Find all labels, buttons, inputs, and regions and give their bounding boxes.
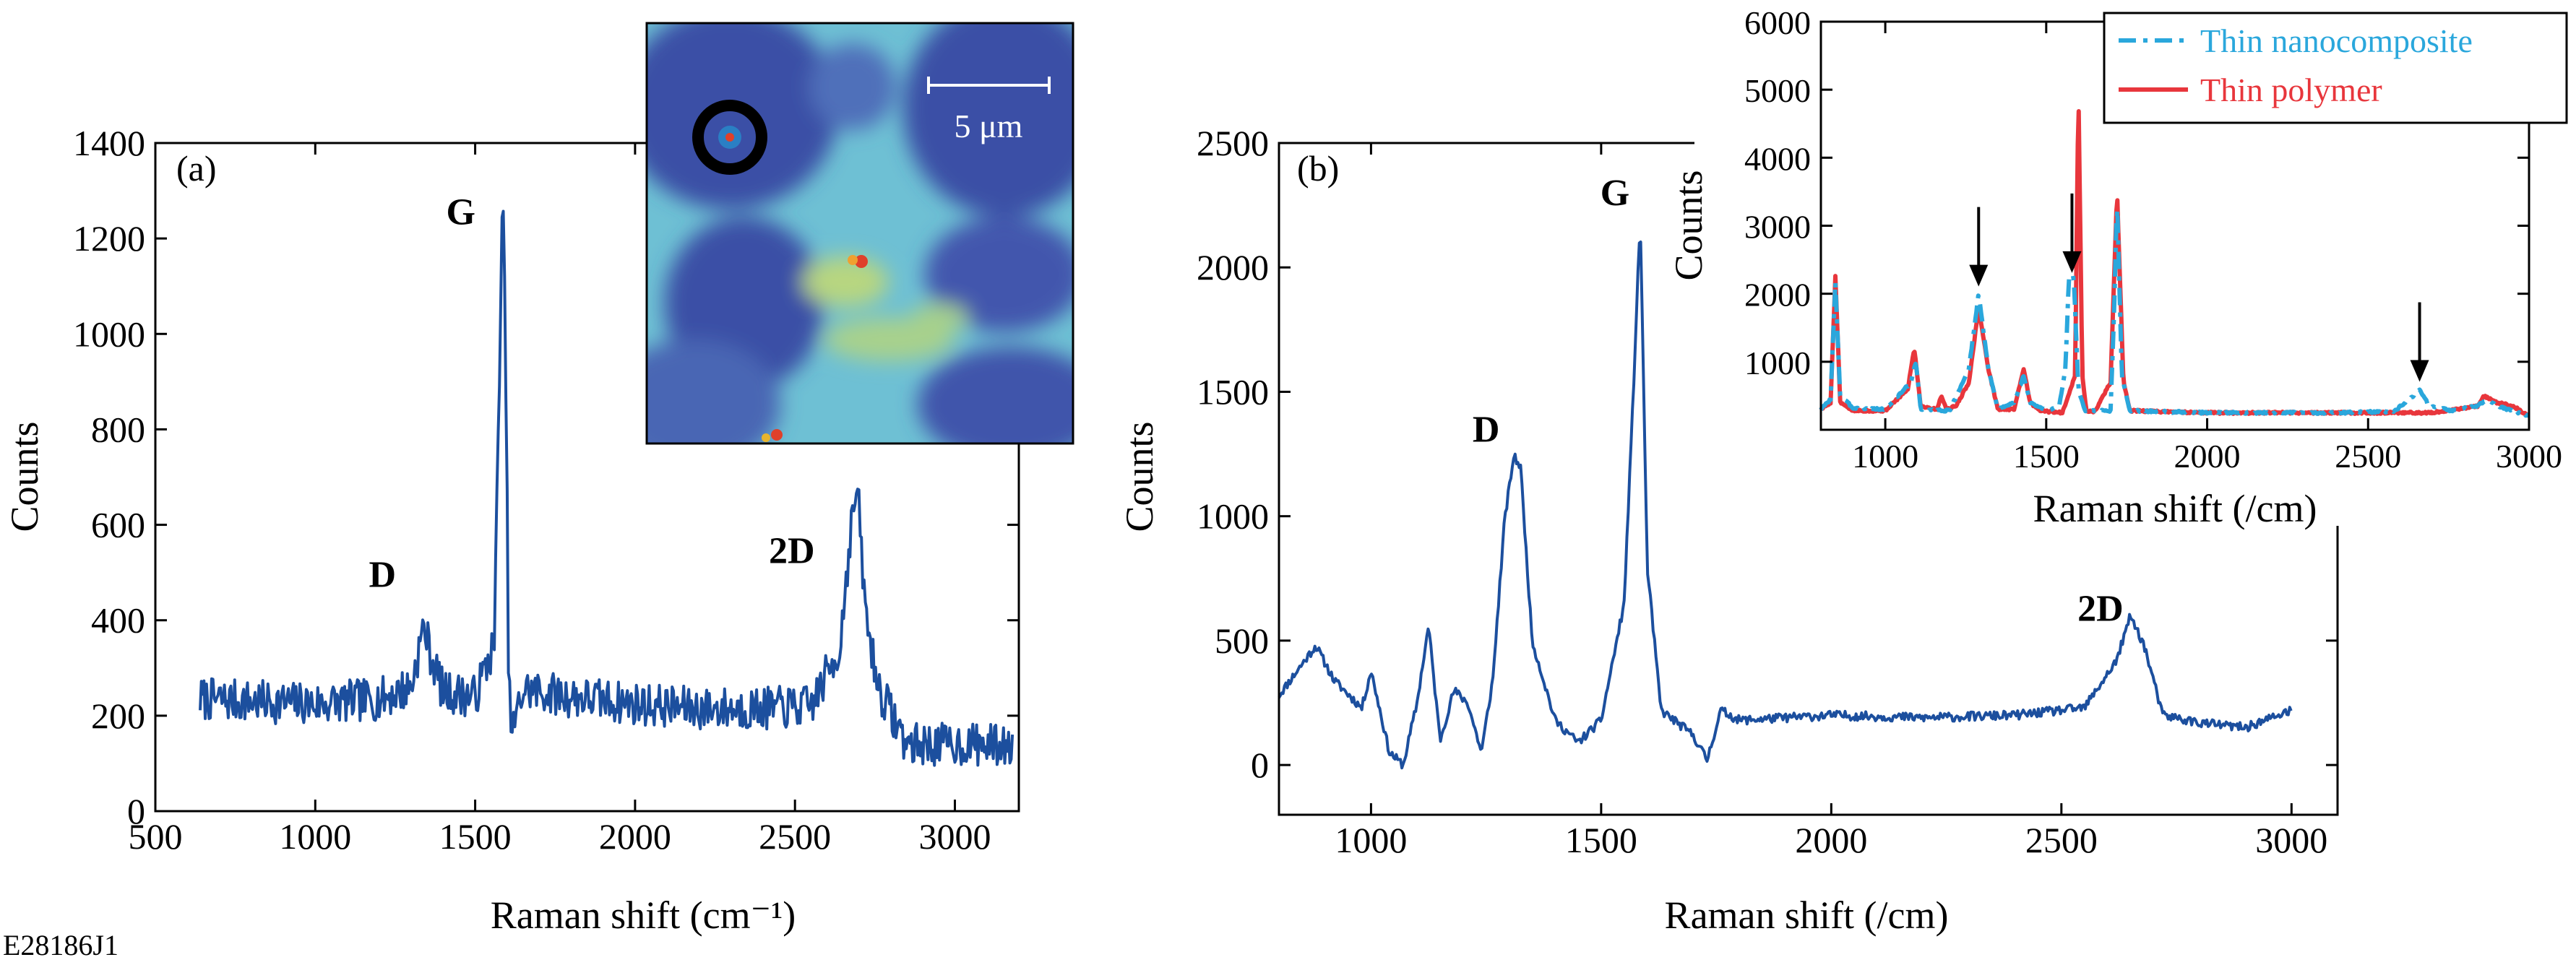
panel-a-ytick-label: 1000 [73,313,145,354]
panel-b-ylabel: Counts [1118,421,1161,532]
panel-a-ticks: 500 1000 1500 2000 2500 3000 0 200 400 600 800 1000… [73,123,1019,857]
inset-ylabel: Counts [1667,170,1710,280]
inset-ytick-label: 4000 [1744,140,1811,177]
inset-xtick-label: 2000 [2174,438,2241,475]
inset-arrows [1969,193,2429,382]
panel-b-xtick-label: 2500 [2025,820,2098,860]
panel-b-peak-label-g: G [1601,173,1629,214]
inset-ytick-label: 3000 [1744,209,1811,246]
panel-b-label: (b) [1297,148,1339,189]
panel-a-xtick-label: 500 [129,816,183,857]
panel-a-ytick-label: 1400 [73,123,145,163]
panel-b-xtick-label: 3000 [2255,820,2327,860]
legend: Thin nanocomposite Thin polymer [2103,12,2568,124]
panel-a-xtick-label: 2500 [759,816,831,857]
panel-b-xlabel: Raman shift (/cm) [1665,893,1949,937]
panel-b-xtick-label: 1000 [1335,820,1407,860]
panel-b-xtick-label: 1500 [1565,820,1637,860]
panel-b-ytick-label: 2000 [1197,247,1269,287]
inset-ytick-label: 5000 [1744,72,1811,109]
inset-xlabel: Raman shift (/cm) [2033,487,2317,530]
panel-a-chart: 500 1000 1500 2000 2500 3000 0 200 400 600 800 1000… [3,22,1074,937]
panel-b-ytick-label: 0 [1251,745,1269,785]
panel-a-xtick-label: 2000 [599,816,671,857]
panel-b-inset-chart: 1000 1500 2000 2500 3000 1000 2000 3000 4000 5000… [1667,4,2572,530]
panel-a-ytick-label: 1200 [73,218,145,259]
legend-label-nanocomposite: Thin nanocomposite [2200,22,2473,59]
inset-ytick-label: 1000 [1744,345,1811,381]
legend-label-polymer: Thin polymer [2200,72,2382,108]
panel-b-series-line [1278,241,2293,770]
panel-a-series-line [199,209,1015,767]
inset-xtick-label: 3000 [2496,438,2562,475]
panel-b-ytick-label: 1000 [1197,496,1269,537]
panel-a-peak-labels: D G 2D [369,191,814,595]
panel-a-label: (a) [176,148,217,189]
panel-a-ytick-label: 600 [91,505,145,545]
raman-map-inset: 5 μm [645,22,1074,445]
inset-series-nanocomposite [1819,207,2530,418]
scale-bar: 5 μm [927,77,1051,144]
panel-a-peak-label-d: D [369,554,396,595]
panel-a-xtick-label: 1500 [439,816,512,857]
panel-b-ytick-label: 500 [1215,620,1269,661]
panel-b-chart: 1000 1500 2000 2500 3000 0 500 1000 1500 2000 2500… [1118,4,2572,937]
panel-a-ytick-label: 800 [91,409,145,449]
inset-ytick-label: 6000 [1744,4,1811,41]
panel-b-plot-area [1278,241,2293,770]
panel-b-peak-labels: D G 2D [1473,173,2124,629]
panel-a-ylabel: Counts [3,421,46,532]
inset-plot-area [1819,109,2530,418]
panel-a-ytick-label: 200 [91,696,145,736]
inset-xtick-label: 2500 [2335,438,2401,475]
inset-ticks: 1000 1500 2000 2500 3000 1000 2000 3000 4000 5000… [1744,4,2562,475]
panel-a-plot-area [199,209,1015,767]
panel-a-peak-label-g: G [446,191,475,233]
panel-a-ytick-label: 400 [91,600,145,641]
panel-a-axes-frame [154,142,1020,813]
panel-b-ytick-label: 2500 [1197,123,1269,163]
panel-b-peak-label-2d: 2D [2077,588,2124,629]
inset-ytick-label: 2000 [1744,277,1811,313]
inset-xtick-label: 1500 [2013,438,2080,475]
inset-arrow-head [2062,251,2082,273]
panel-b-ytick-label: 1500 [1197,371,1269,412]
panel-b-peak-label-d: D [1473,409,1500,450]
figure-id: E28186J1 [3,929,119,961]
panel-b-xtick-label: 2000 [1795,820,1867,860]
inset-xtick-label: 1000 [1852,438,1918,475]
panel-a-xlabel: Raman shift (cm⁻¹) [491,893,796,937]
inset-arrow-head [2410,360,2429,382]
panel-a-peak-label-2d: 2D [769,530,815,571]
panel-a-xtick-label: 1000 [279,816,351,857]
scale-bar-label: 5 μm [955,108,1023,144]
panel-a-ytick-label: 0 [127,791,145,831]
legend-box [2103,12,2568,124]
panel-a-xtick-label: 3000 [918,816,991,857]
inset-arrow-head [1969,264,1989,287]
